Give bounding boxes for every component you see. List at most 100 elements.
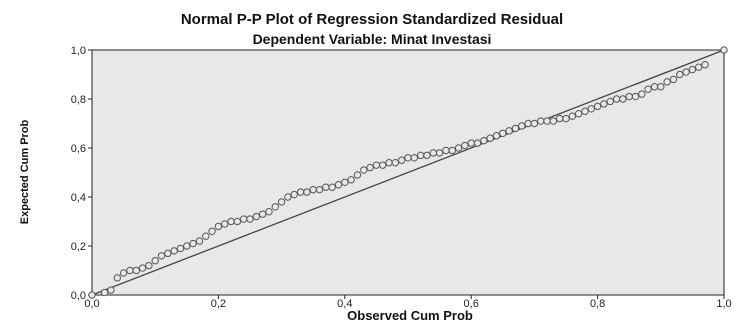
x-tick-label: 0,0 [84,298,99,310]
x-tick-label: 0,6 [464,298,479,310]
data-point [277,198,286,206]
data-point [157,252,166,260]
x-tick-label: 1,0 [716,298,731,310]
data-point [379,161,387,169]
data-point [328,183,336,191]
data-point [296,188,305,196]
data-point [543,117,551,125]
chart-subtitle: Dependent Variable: Minat Investasi [253,31,492,47]
data-point [631,92,640,101]
data-point [347,176,355,184]
data-point [581,107,589,115]
data-point [391,159,400,167]
x-axis-label: Observed Cum Prob [347,308,473,322]
data-point [448,146,456,155]
data-point [119,269,128,277]
data-point [600,100,608,108]
data-point [284,193,292,201]
data-point [555,114,564,123]
data-point [663,78,671,86]
y-tick-label: 0,6 [71,143,86,155]
data-point [126,266,134,275]
data-point [164,249,172,258]
data-point [650,83,659,91]
data-point [138,264,147,272]
data-point [587,105,595,113]
y-axis-label: Expected Cum Prob [19,119,31,224]
data-point [461,141,469,150]
data-point [214,222,223,231]
data-point [435,149,444,157]
data-point [454,144,463,152]
data-point [404,154,412,162]
data-point [334,181,343,189]
data-point [258,210,267,218]
reference-line [91,49,725,296]
data-point [429,149,437,157]
data-point [145,261,153,270]
x-tick-label: 0,4 [337,298,352,310]
data-point [265,208,273,216]
data-point [151,257,159,265]
data-point [315,185,324,194]
data-point [612,95,621,103]
data-point [309,185,317,194]
data-point [227,217,235,226]
data-point [530,119,539,128]
data-point [442,146,450,155]
data-point [397,156,406,164]
data-point [549,117,558,125]
data-point [473,139,482,147]
data-point [322,183,330,191]
data-point [695,63,703,71]
y-tick-label: 0,0 [71,290,86,302]
y-tick-label: 1,0 [71,45,86,57]
data-point [233,217,242,226]
data-point [568,112,577,120]
data-point [486,134,494,142]
data-point [524,119,532,128]
data-points [88,46,728,299]
y-tick-label: 0,2 [71,241,86,253]
data-point [701,60,709,69]
data-point [467,139,475,147]
data-point [480,136,488,145]
data-point [676,70,684,79]
data-point [366,163,374,172]
data-point [518,122,526,130]
data-point [183,242,191,250]
axis-ticks: 0,0 0,2 0,4 0,6 0,8 1,0 0,0 0,2 0,4 0,6 0,8 1,0 [71,45,732,310]
data-point [688,65,697,74]
data-point [619,95,627,103]
data-point [505,127,513,135]
data-point [372,161,381,169]
data-point [271,203,279,211]
data-point [537,117,545,125]
y-tick-label: 0,8 [71,94,86,106]
data-point [416,151,425,160]
data-point [341,178,349,187]
data-point [562,114,570,123]
data-point [88,291,96,299]
data-point [107,286,115,294]
data-point [195,237,204,245]
data-point [176,244,185,253]
data-point [246,215,254,223]
data-point [170,247,178,255]
data-point [113,274,121,282]
data-point [499,129,507,138]
data-point [644,85,652,93]
data-point [682,68,690,76]
data-point [290,190,298,199]
data-point [360,166,368,174]
data-point [100,288,109,297]
data-point [606,97,614,106]
data-point [593,102,602,111]
data-point [303,188,311,196]
chart-title: Normal P-P Plot of Regression Standardiz… [181,11,563,28]
y-tick-label: 0,4 [71,192,86,204]
data-point [638,90,646,98]
data-point [189,239,197,248]
data-point [239,215,248,223]
